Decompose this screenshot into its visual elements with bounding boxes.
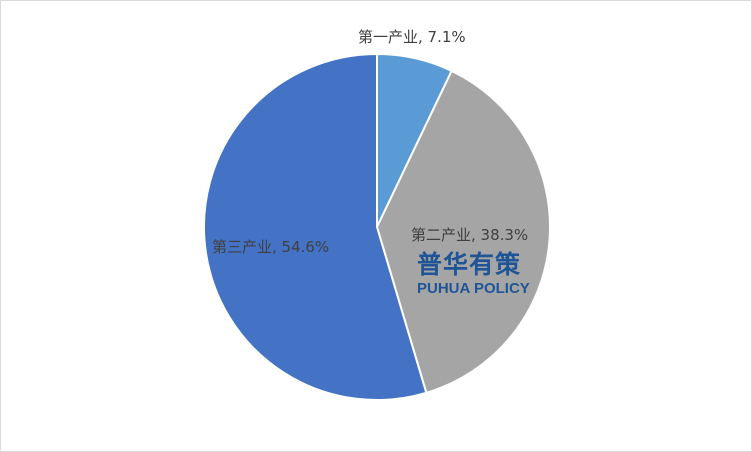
pie-slice-3 — [203, 52, 428, 401]
watermark-logo-en: PUHUA POLICY — [417, 280, 530, 297]
watermark-logo-cn: 普华有策 — [417, 250, 522, 279]
data-label-secondary: 第二产业, 38.3% — [411, 226, 529, 244]
data-label-tertiary: 第三产业, 54.6% — [212, 238, 330, 256]
data-label-primary: 第一产业, 7.1% — [358, 28, 466, 46]
pie-slice-2 — [375, 69, 551, 395]
